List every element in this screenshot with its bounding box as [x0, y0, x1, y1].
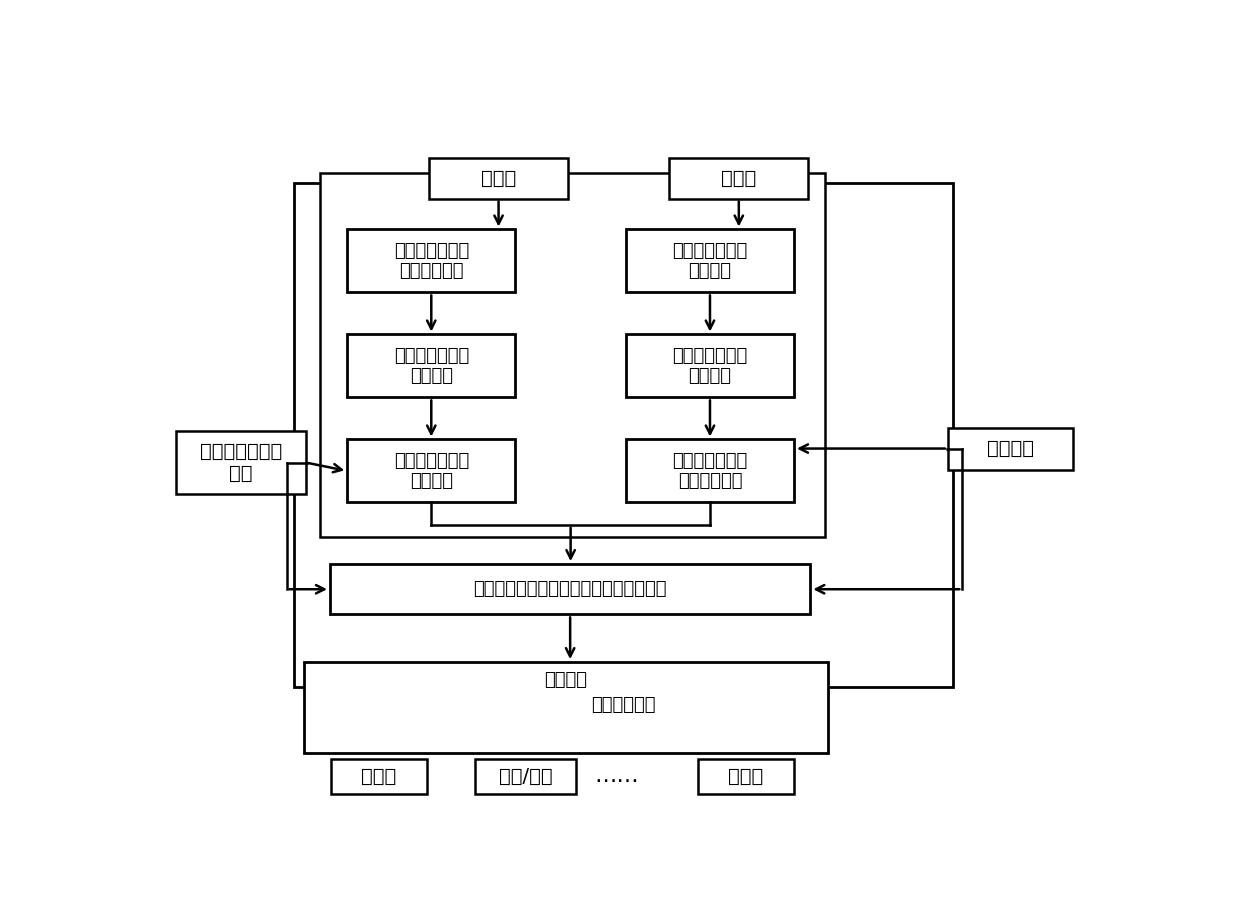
Text: 摄像头: 摄像头 — [481, 169, 516, 188]
FancyBboxPatch shape — [176, 431, 306, 494]
Text: 显示器: 显示器 — [361, 766, 397, 785]
FancyBboxPatch shape — [347, 229, 516, 293]
Text: 基于语音信号的
情绪分析: 基于语音信号的 情绪分析 — [672, 242, 748, 280]
FancyBboxPatch shape — [626, 229, 794, 293]
Text: 基于生理信号的
情绪分析: 基于生理信号的 情绪分析 — [672, 346, 748, 385]
FancyBboxPatch shape — [626, 439, 794, 503]
FancyBboxPatch shape — [331, 759, 427, 794]
FancyBboxPatch shape — [626, 335, 794, 397]
FancyBboxPatch shape — [475, 759, 575, 794]
Text: 情绪分析系统: 情绪分析系统 — [590, 696, 655, 714]
FancyBboxPatch shape — [947, 427, 1073, 470]
Text: 基于面部表情图
像的情绪分析: 基于面部表情图 像的情绪分析 — [393, 242, 469, 280]
FancyBboxPatch shape — [347, 439, 516, 503]
FancyBboxPatch shape — [347, 335, 516, 397]
FancyBboxPatch shape — [294, 183, 952, 686]
Text: ……: …… — [594, 766, 639, 786]
Text: 音箱/耳机: 音箱/耳机 — [498, 766, 552, 785]
Text: 打印机: 打印机 — [728, 766, 764, 785]
FancyBboxPatch shape — [670, 158, 808, 199]
Text: 基于文本语义的
情感分析: 基于文本语义的 情感分析 — [393, 346, 469, 385]
Text: 心跳手环: 心跳手环 — [987, 439, 1034, 458]
Text: 输出设备: 输出设备 — [544, 671, 587, 688]
FancyBboxPatch shape — [698, 759, 794, 794]
FancyBboxPatch shape — [304, 662, 828, 753]
FancyBboxPatch shape — [320, 174, 825, 537]
Text: 姿态多点检测传
感器: 姿态多点检测传 感器 — [200, 442, 283, 483]
Text: 基于时序的多模态情绪语义融合关联判断: 基于时序的多模态情绪语义融合关联判断 — [474, 580, 667, 598]
FancyBboxPatch shape — [429, 158, 568, 199]
Text: 基于时序的多轮
对话语义理解: 基于时序的多轮 对话语义理解 — [672, 452, 748, 490]
Text: 基于体感特征的
情绪分析: 基于体感特征的 情绪分析 — [393, 452, 469, 490]
FancyBboxPatch shape — [330, 564, 811, 614]
Text: 麦克风: 麦克风 — [722, 169, 756, 188]
